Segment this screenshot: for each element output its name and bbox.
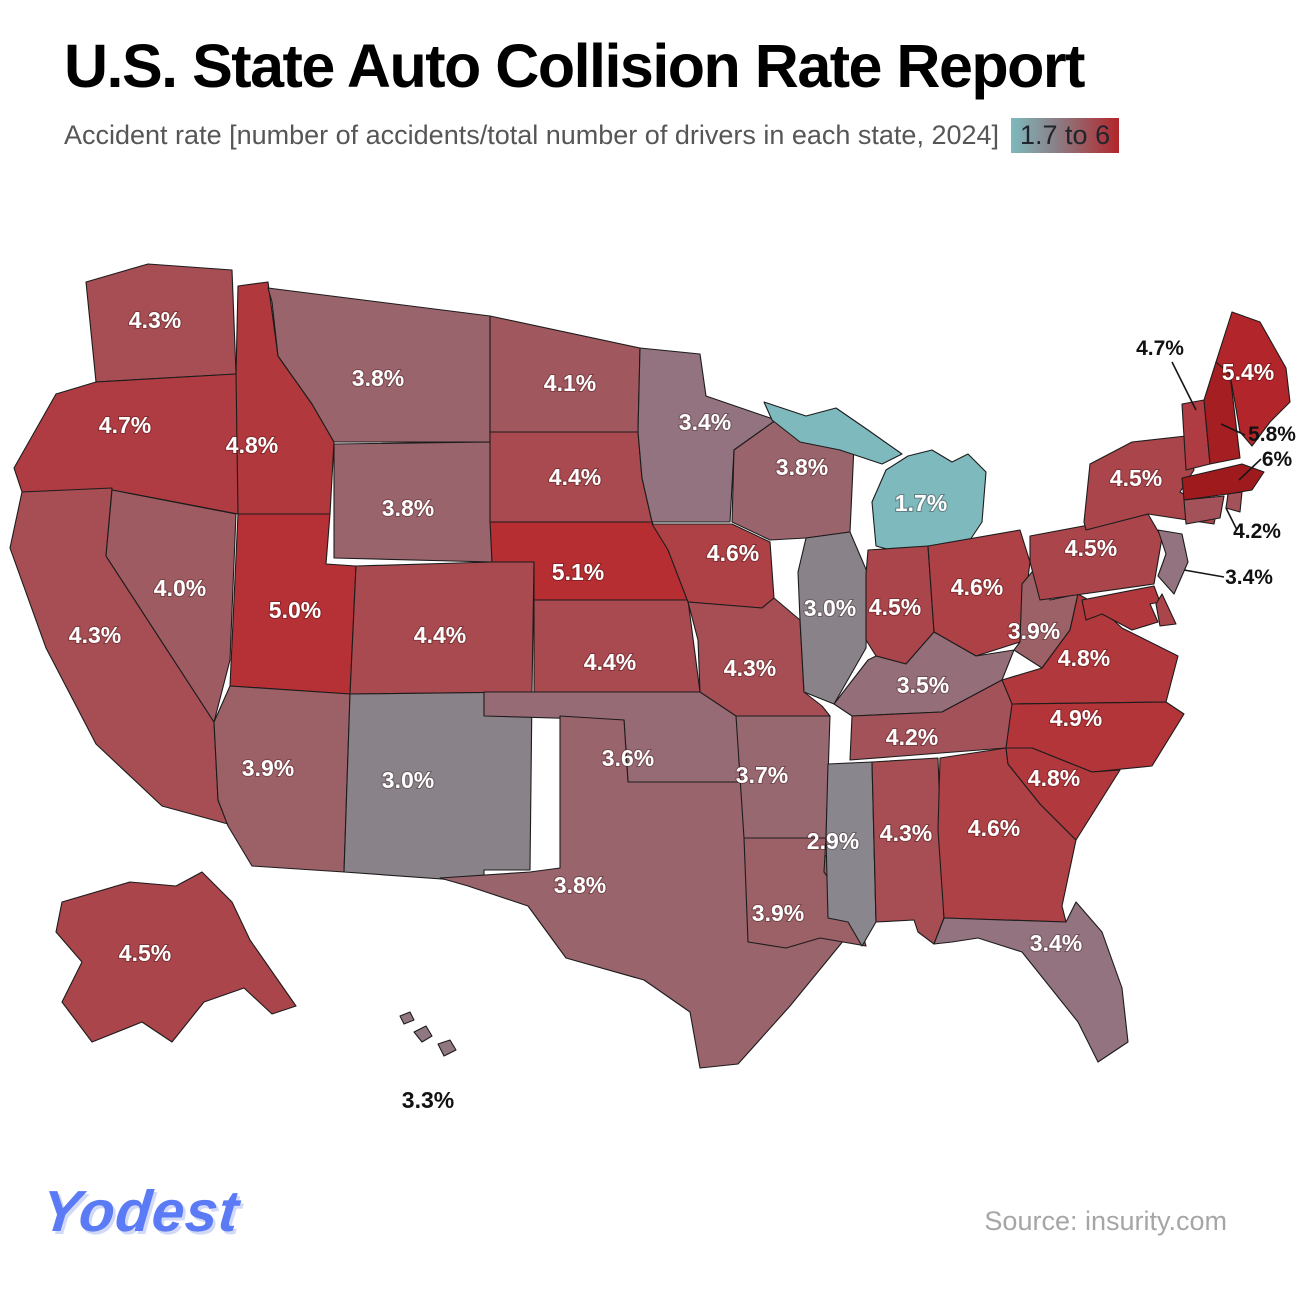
state-value-label-wa: 4.3% (129, 307, 181, 333)
state-ny: New York 4.5% (1083, 435, 1217, 531)
state-value-label-ok: 3.6% (602, 745, 654, 771)
state-ks: Kansas 4.4% (533, 599, 701, 693)
annotation-label-ma: 6% (1262, 448, 1293, 471)
state-value-label-mo: 4.3% (724, 655, 776, 681)
state-value-label-hi: 3.3% (402, 1087, 454, 1113)
annotation-line-ri (1225, 507, 1238, 531)
state-wa: Washington 4.3% (85, 263, 237, 383)
annotation-label-nh: 5.8% (1248, 423, 1296, 446)
state-la: Louisiana 3.9% (743, 837, 867, 949)
state-value-label-wv: 3.9% (1008, 618, 1060, 644)
state-nj: New Jersey 3.4% (1157, 529, 1189, 595)
state-value-label-tx: 3.8% (554, 872, 606, 898)
state-ak: Alaska 4.5% (55, 871, 297, 1043)
state-ct: Connecticut 4.2% (1183, 495, 1225, 525)
state-value-label-mi: 1.7% (895, 490, 947, 516)
state-mi: Michigan 1.7% (763, 401, 903, 465)
state-value-label-al: 4.3% (880, 820, 932, 846)
state-value-label-nd: 4.1% (544, 370, 596, 396)
state-value-label-nv: 4.0% (154, 575, 206, 601)
state-value-label-ut: 5.0% (269, 597, 321, 623)
state-value-label-ny: 4.5% (1110, 465, 1162, 491)
state-va: Virginia 4.8% (1001, 593, 1179, 705)
state-fl: Florida 3.4% (933, 901, 1129, 1063)
state-nm: New Mexico 3.0% (343, 691, 533, 883)
annotation-label-ri: 4.2% (1233, 520, 1281, 543)
state-value-label-sc: 4.8% (1028, 765, 1080, 791)
state-value-label-mn: 3.4% (679, 409, 731, 435)
state-value-label-va: 4.8% (1058, 645, 1110, 671)
report-header: U.S. State Auto Collision Rate Report Ac… (64, 32, 1274, 154)
state-value-label-ca: 4.3% (69, 622, 121, 648)
brand-logo: Yodest (38, 1179, 243, 1244)
state-me: Maine 5.4% (1215, 311, 1291, 447)
subtitle: Accident rate [number of accidents/total… (64, 118, 1274, 154)
state-value-label-sd: 4.4% (549, 464, 601, 490)
state-hi: Hawaii 3.3% (399, 1011, 415, 1025)
state-value-label-or: 4.7% (99, 412, 151, 438)
state-value-label-nc: 4.9% (1050, 705, 1102, 731)
state-value-label-la: 3.9% (752, 900, 804, 926)
state-mo: Missouri 4.3% (687, 597, 831, 717)
annotation-line-ma (1238, 458, 1262, 481)
state-ri: Rhode Island 4.2% (1225, 491, 1243, 513)
state-value-label-tn: 4.2% (886, 724, 938, 750)
state-ms: Mississippi 2.9% (825, 761, 877, 947)
state-co: Colorado 4.4% (349, 561, 535, 695)
state-md: Maryland (1081, 585, 1161, 631)
state-nh: New Hampshire 5.8% (1203, 361, 1241, 465)
state-value-label-ga: 4.6% (968, 815, 1020, 841)
state-value-label-ms: 2.9% (807, 828, 859, 854)
annotation-line-nh (1220, 423, 1246, 436)
state-value-label-id: 4.8% (226, 432, 278, 458)
state-sc: South Carolina 4.8% (1005, 747, 1121, 841)
state-hi: Hawaii 3.3% (437, 1039, 457, 1057)
state-value-label-pa: 4.5% (1065, 535, 1117, 561)
state-value-label-ak: 4.5% (119, 940, 171, 966)
state-value-label-fl: 3.4% (1030, 930, 1082, 956)
annotation-line-nj (1183, 569, 1225, 578)
annotation-label-nj: 3.4% (1225, 566, 1273, 589)
state-value-label-ks: 4.4% (584, 649, 636, 675)
state-value-label-ar: 3.7% (736, 762, 788, 788)
source-credit: Source: insurity.com (984, 1206, 1227, 1236)
state-value-label-ia: 4.6% (707, 540, 759, 566)
state-value-label-wy: 3.8% (382, 495, 434, 521)
state-hi: Hawaii 3.3% (413, 1025, 433, 1043)
state-value-label-co: 4.4% (414, 622, 466, 648)
subtitle-text: Accident rate [number of accidents/total… (64, 120, 1000, 151)
state-mn: Minnesota 3.4% (637, 347, 777, 523)
state-value-label-me: 5.4% (1222, 359, 1274, 385)
state-al: Alabama 4.3% (871, 757, 945, 945)
page-title: U.S. State Auto Collision Rate Report (64, 32, 1085, 100)
state-value-label-il: 3.0% (804, 595, 856, 621)
annotation-label-vt: 4.7% (1136, 337, 1184, 360)
state-value-label-in: 4.5% (869, 594, 921, 620)
state-de: Delaware (1155, 593, 1177, 627)
state-value-label-wi: 3.8% (776, 454, 828, 480)
state-value-label-az: 3.9% (242, 755, 294, 781)
state-value-label-ky: 3.5% (897, 672, 949, 698)
state-value-label-mt: 3.8% (352, 365, 404, 391)
legend-scale-chip: 1.7 to 6 (1011, 118, 1120, 154)
state-value-label-nm: 3.0% (382, 767, 434, 793)
state-value-label-ne: 5.1% (552, 559, 604, 585)
state-nv: Nevada 4.0% (105, 489, 237, 723)
annotation-line-vt (1171, 361, 1197, 411)
state-value-label-oh: 4.6% (951, 574, 1003, 600)
